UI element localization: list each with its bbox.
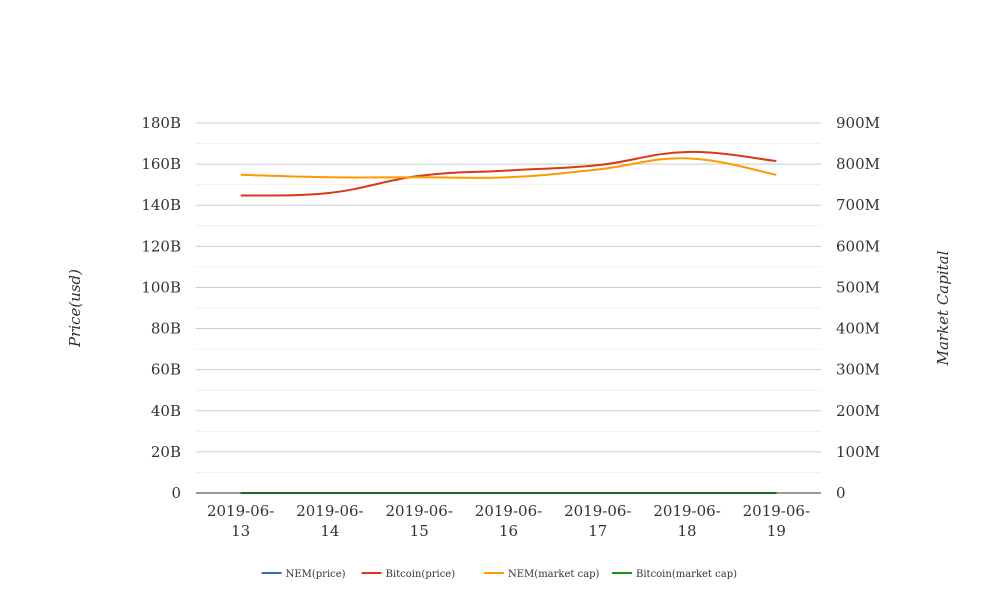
y-right-tick-label: 500M bbox=[836, 278, 880, 296]
y-left-tick-label: 80B bbox=[151, 320, 181, 338]
y-left-tick-label: 40B bbox=[151, 402, 181, 420]
x-tick-label: 2019-06-17 bbox=[564, 502, 631, 540]
legend-item-nem-price[interactable]: NEM(price) bbox=[261, 569, 346, 580]
grid-lines bbox=[196, 122, 821, 473]
x-tick-label: 2019-06-16 bbox=[475, 502, 542, 540]
legend-label: NEM(price) bbox=[286, 569, 346, 580]
x-tick-label: 2019-06-13 bbox=[207, 502, 274, 540]
series-lines bbox=[240, 150, 777, 495]
legend-item-bitcoin-price[interactable]: Bitcoin(price) bbox=[361, 569, 456, 580]
y-right-tick-label: 700M bbox=[836, 196, 880, 214]
y-right-tick-label: 400M bbox=[836, 320, 880, 338]
x-tick-label: 2019-06-18 bbox=[653, 502, 720, 540]
legend-item-bitcoin-market-cap[interactable]: Bitcoin(market cap) bbox=[612, 569, 737, 580]
legend-label: NEM(market cap) bbox=[508, 569, 600, 580]
y-right-tick-label: 800M bbox=[836, 155, 880, 173]
y-left-tick-label: 180B bbox=[141, 114, 181, 132]
series-line-bitcoin-price bbox=[240, 150, 777, 197]
y-right-tick-label: 100M bbox=[836, 443, 880, 461]
legend-label: Bitcoin(price) bbox=[386, 569, 456, 580]
y-right-tick-label: 300M bbox=[836, 361, 880, 379]
y-left-tick-label: 160B bbox=[141, 155, 181, 173]
legend-label: Bitcoin(market cap) bbox=[636, 569, 737, 580]
x-tick-label: 2019-06-14 bbox=[296, 502, 363, 540]
y-right-tick-label: 600M bbox=[836, 237, 880, 255]
y-axis-right-title: Market Capital bbox=[934, 250, 952, 366]
y-right-tick-label: 900M bbox=[836, 114, 880, 132]
legend: NEM(price) Bitcoin(price) NEM(market cap) B… bbox=[261, 569, 737, 580]
y-axis-left-title: Price(usd) bbox=[66, 269, 84, 348]
y-left-tick-label: 60B bbox=[151, 361, 181, 379]
x-tick-label: 2019-06-15 bbox=[386, 502, 453, 540]
y-left-tick-label: 120B bbox=[141, 237, 181, 255]
axes: 0 20B 40B 60B 80B 100B 120B 140B 160B 180B 0 100M 20… bbox=[141, 114, 880, 540]
y-right-tick-label: 200M bbox=[836, 402, 880, 420]
y-left-tick-label: 140B bbox=[141, 196, 181, 214]
y-left-tick-label: 0 bbox=[171, 484, 181, 502]
y-left-tick-label: 20B bbox=[151, 443, 181, 461]
series-line-nem-market-cap bbox=[240, 157, 777, 179]
legend-item-nem-market-cap[interactable]: NEM(market cap) bbox=[484, 569, 600, 580]
y-left-tick-label: 100B bbox=[141, 278, 181, 296]
y-right-tick-label: 0 bbox=[836, 484, 846, 502]
x-tick-label: 2019-06-19 bbox=[743, 502, 810, 540]
